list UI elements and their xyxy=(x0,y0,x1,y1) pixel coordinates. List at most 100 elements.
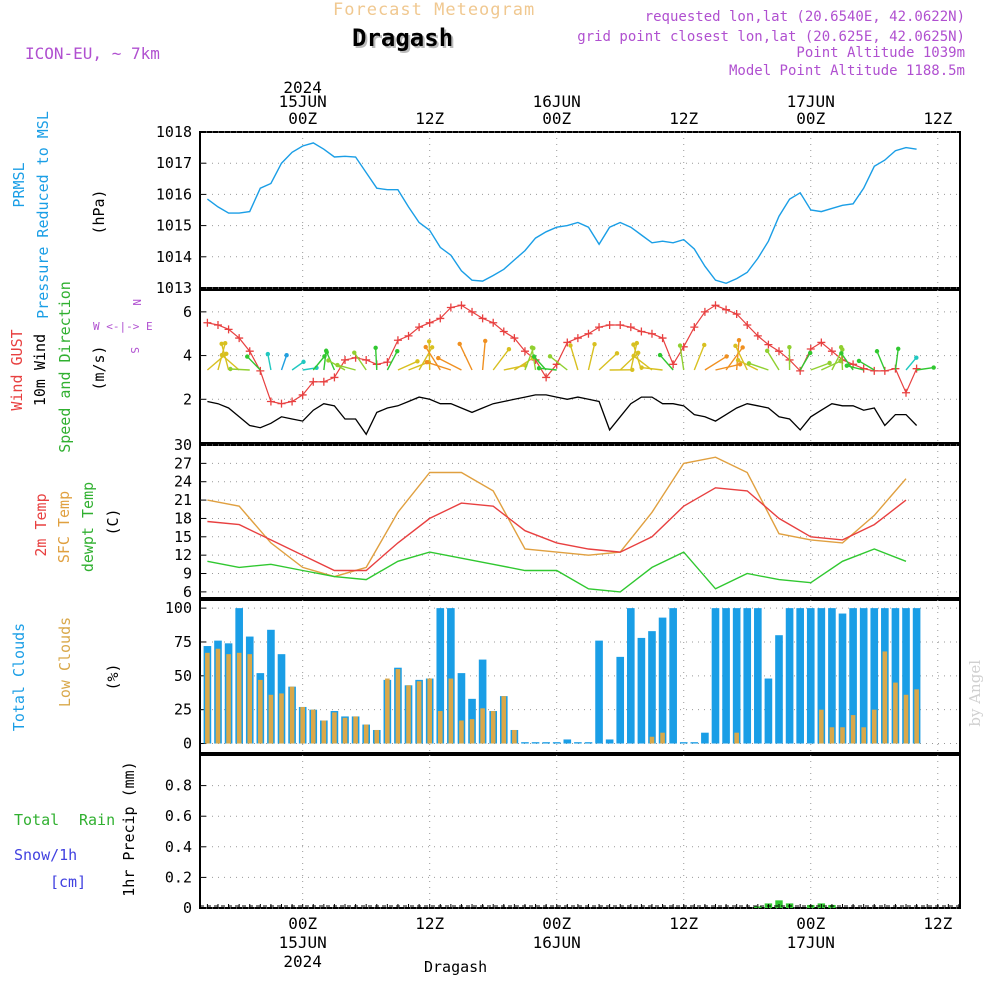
wind-arrow-head xyxy=(423,344,428,350)
requested-coords: requested lon,lat (20.6540E, 42.0622N) xyxy=(644,9,965,25)
wind-arrow-head xyxy=(827,360,832,366)
y-tick-label: 0 xyxy=(183,735,192,753)
total-cloud-bar xyxy=(732,608,741,744)
wind-arrow-head xyxy=(424,359,430,365)
wind-arrow-head xyxy=(426,339,432,344)
low-cloud-bar xyxy=(268,694,274,744)
gust-line xyxy=(207,304,918,405)
y-tick-label: 1013 xyxy=(156,279,192,297)
gust-point xyxy=(330,373,339,382)
wind-arrow xyxy=(513,357,534,371)
snow-label: Snow/1h xyxy=(14,846,77,864)
wind-arrow-head xyxy=(395,348,400,354)
total-cloud-bar xyxy=(626,608,635,744)
y-tick-label: 1016 xyxy=(156,185,192,203)
gust-point xyxy=(796,366,805,375)
total-cloud-bar xyxy=(722,608,730,744)
gust-point xyxy=(478,314,487,323)
top-time-label: 00Z xyxy=(796,109,825,128)
wind-arrow-head xyxy=(219,341,224,347)
y-tick-label: 9 xyxy=(183,565,192,583)
bottom-time-label: 12Z xyxy=(669,914,698,933)
wind-arrow-head xyxy=(856,358,862,364)
low-cloud-bar xyxy=(660,732,665,744)
wind-arrow xyxy=(280,354,288,371)
bottom-time-label: 00Z xyxy=(288,914,317,933)
total-cloud-bar xyxy=(637,637,646,744)
rain-label: Rain xyxy=(79,811,115,829)
wind-arrow xyxy=(569,345,579,371)
bottom-time-label: 12Z xyxy=(923,914,952,933)
gust-point xyxy=(457,301,466,310)
location-title: Dragash xyxy=(352,24,454,52)
total-cloud-bar xyxy=(806,608,815,744)
wind-arrow xyxy=(481,340,486,371)
low-cloud-bar xyxy=(258,679,263,744)
wind-arrow xyxy=(492,348,510,371)
y-tick-label: 15 xyxy=(174,528,192,546)
wind-arrow xyxy=(246,356,261,371)
total-cloud-bar xyxy=(669,608,677,744)
wind-arrow-head xyxy=(736,337,742,343)
wind-arrow-head xyxy=(787,344,792,350)
gust-point xyxy=(870,366,879,375)
bottom-time-label: 12Z xyxy=(415,914,444,933)
low-cloud-bar xyxy=(914,689,919,744)
total-cloud-bar xyxy=(447,608,455,744)
total-cloud-bar xyxy=(701,732,709,744)
total-cloud-bar xyxy=(436,608,445,744)
wind-arrow xyxy=(426,361,452,371)
gust-point xyxy=(637,327,646,336)
gust-point xyxy=(658,334,667,343)
gust-point xyxy=(235,334,244,343)
wind-arrow xyxy=(267,353,272,371)
wind-arrow-head xyxy=(702,342,707,348)
panel-frame-1 xyxy=(199,289,961,444)
low-cloud-bar xyxy=(332,712,337,744)
low-cloud-bar xyxy=(512,729,517,744)
wind-arrow-head xyxy=(735,358,741,363)
wind-arrow-head xyxy=(324,350,329,355)
total-cloud-bar xyxy=(658,617,667,744)
gust-point xyxy=(827,347,836,356)
y-tick-label: 4 xyxy=(183,347,192,365)
gust-point xyxy=(669,360,678,369)
top-time-label: 16JUN xyxy=(533,92,581,111)
wind-arrow-head xyxy=(631,342,636,347)
total-cloud-bar xyxy=(584,742,593,744)
wind-arrow xyxy=(587,344,596,371)
wind-arrow-head xyxy=(506,347,512,352)
wind-arrow-head xyxy=(568,343,573,348)
bottom-time-label: 16JUN xyxy=(533,933,581,952)
wind-arrow xyxy=(735,340,740,371)
gust-point xyxy=(213,320,222,329)
y-tick-label: 24 xyxy=(174,473,192,491)
y-tick-label: 21 xyxy=(174,491,192,509)
gust-point xyxy=(732,310,741,319)
wind-arrow xyxy=(503,364,526,371)
low-cloud-bar xyxy=(310,709,316,744)
wind-arrow-head xyxy=(457,341,462,347)
total-cloud-bar xyxy=(796,608,804,744)
panel-frame-2 xyxy=(199,444,961,599)
wind-arrow-head xyxy=(301,359,306,365)
low-cloud-bar xyxy=(385,678,390,744)
y-tick-label: 1015 xyxy=(156,217,192,235)
low-cloud-bar xyxy=(342,717,348,744)
gust-point xyxy=(626,323,635,332)
wind-arrow xyxy=(748,362,769,371)
y-tick-label: 12 xyxy=(174,546,192,564)
wind-arrow-head xyxy=(335,362,340,368)
low-cloud-bar xyxy=(448,678,454,744)
low-cloud-bar xyxy=(829,727,835,744)
gust-point xyxy=(690,323,699,332)
total-cloud-bar xyxy=(859,608,868,744)
wind-arrow-head xyxy=(839,351,844,356)
wind-arrow xyxy=(858,360,875,371)
total-cloud-bar xyxy=(563,739,572,744)
low-cloud-bar xyxy=(416,681,422,744)
gust-point xyxy=(266,397,275,406)
top-year-label: 2024 xyxy=(283,78,322,97)
total-cloud-bar xyxy=(616,656,625,744)
